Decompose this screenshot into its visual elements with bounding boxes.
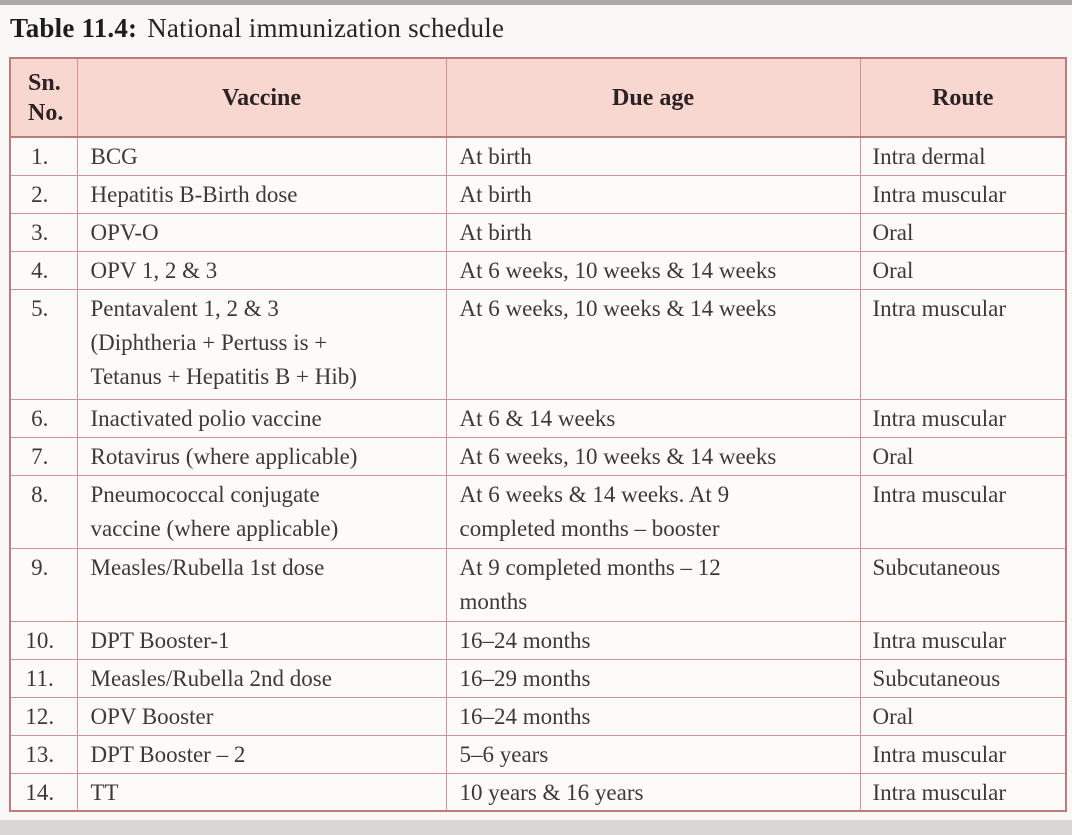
cell-vaccine: Pentavalent 1, 2 & 3 (Diphtheria + Pertu… — [76, 288, 447, 400]
table-row: 10. DPT Booster-1 16–24 months Intra mus… — [9, 620, 1067, 660]
cell-vaccine: Pneumococcal conjugate vaccine (where ap… — [76, 474, 447, 549]
cell-route: Intra muscular — [859, 174, 1067, 214]
cell-sn: 2. — [9, 174, 78, 214]
cell-route: Intra muscular — [859, 772, 1067, 812]
cell-vaccine: OPV Booster — [76, 696, 447, 736]
cell-route: Intra muscular — [859, 288, 1067, 400]
table-row: 1. BCG At birth Intra dermal — [9, 136, 1067, 176]
column-header-sn-no: Sn. No. — [9, 57, 78, 138]
cell-sn: 4. — [9, 250, 78, 290]
table-row: 8. Pneumococcal conjugate vaccine (where… — [9, 474, 1067, 549]
cell-sn: 5. — [9, 288, 78, 400]
cell-due-age: At 6 & 14 weeks — [445, 398, 861, 438]
cell-route: Intra muscular — [859, 398, 1067, 438]
immunization-schedule-table: Sn. No. Vaccine Due age Route 1. BCG At … — [9, 57, 1067, 812]
cell-due-age: 10 years & 16 years — [445, 772, 861, 812]
column-header-vaccine: Vaccine — [76, 57, 447, 138]
cell-vaccine: Inactivated polio vaccine — [76, 398, 447, 438]
table-row: 3. OPV-O At birth Oral — [9, 212, 1067, 252]
cell-vaccine: BCG — [76, 136, 447, 176]
table-row: 2. Hepatitis B-Birth dose At birth Intra… — [9, 174, 1067, 214]
cell-route: Oral — [859, 212, 1067, 252]
cell-due-age: 5–6 years — [445, 734, 861, 774]
cell-due-age: At birth — [445, 212, 861, 252]
page-title: Table 11.4: National immunization schedul… — [10, 13, 504, 44]
cell-vaccine: Measles/Rubella 2nd dose — [76, 658, 447, 698]
cell-route: Intra muscular — [859, 734, 1067, 774]
cell-due-age: At 6 weeks, 10 weeks & 14 weeks — [445, 250, 861, 290]
cell-due-age: At birth — [445, 136, 861, 176]
table-row: 7. Rotavirus (where applicable) At 6 wee… — [9, 436, 1067, 476]
cell-sn: 12. — [9, 696, 78, 736]
column-header-due-age: Due age — [445, 57, 861, 138]
cell-route: Intra dermal — [859, 136, 1067, 176]
cell-due-age: 16–29 months — [445, 658, 861, 698]
cell-sn: 14. — [9, 772, 78, 812]
cell-vaccine: DPT Booster – 2 — [76, 734, 447, 774]
cell-sn: 11. — [9, 658, 78, 698]
table-row: 4. OPV 1, 2 & 3 At 6 weeks, 10 weeks & 1… — [9, 250, 1067, 290]
table-row: 11. Measles/Rubella 2nd dose 16–29 month… — [9, 658, 1067, 698]
cell-due-age: At birth — [445, 174, 861, 214]
cell-sn: 3. — [9, 212, 78, 252]
header-row: Sn. No. Vaccine Due age Route — [9, 57, 1067, 138]
cell-route: Intra muscular — [859, 474, 1067, 549]
cell-vaccine: TT — [76, 772, 447, 812]
cell-route: Subcutaneous — [859, 658, 1067, 698]
table-title-text: National immunization schedule — [147, 13, 505, 43]
cell-due-age: At 6 weeks, 10 weeks & 14 weeks — [445, 288, 861, 400]
cell-route: Oral — [859, 696, 1067, 736]
table-row: 9. Measles/Rubella 1st dose At 9 complet… — [9, 547, 1067, 622]
cell-sn: 7. — [9, 436, 78, 476]
cell-sn: 9. — [9, 547, 78, 622]
cell-due-age: 16–24 months — [445, 696, 861, 736]
cell-sn: 6. — [9, 398, 78, 438]
table-row: 5. Pentavalent 1, 2 & 3 (Diphtheria + Pe… — [9, 288, 1067, 400]
cell-vaccine: OPV 1, 2 & 3 — [76, 250, 447, 290]
scan-edge-bottom — [0, 820, 1072, 835]
scan-edge-top — [0, 0, 1072, 5]
column-header-route: Route — [859, 57, 1067, 138]
cell-route: Oral — [859, 436, 1067, 476]
cell-due-age: At 6 weeks & 14 weeks. At 9 completed mo… — [445, 474, 861, 549]
cell-vaccine: Rotavirus (where applicable) — [76, 436, 447, 476]
cell-sn: 13. — [9, 734, 78, 774]
cell-vaccine: Measles/Rubella 1st dose — [76, 547, 447, 622]
table-number-label: Table 11.4: — [10, 13, 138, 43]
cell-route: Subcutaneous — [859, 547, 1067, 622]
cell-route: Oral — [859, 250, 1067, 290]
cell-route: Intra muscular — [859, 620, 1067, 660]
cell-due-age: At 6 weeks, 10 weeks & 14 weeks — [445, 436, 861, 476]
table-row: 14. TT 10 years & 16 years Intra muscula… — [9, 772, 1067, 812]
cell-sn: 10. — [9, 620, 78, 660]
table-row: 13. DPT Booster – 2 5–6 years Intra musc… — [9, 734, 1067, 774]
table-row: 6. Inactivated polio vaccine At 6 & 14 w… — [9, 398, 1067, 438]
cell-sn: 1. — [9, 136, 78, 176]
cell-vaccine: OPV-O — [76, 212, 447, 252]
cell-due-age: 16–24 months — [445, 620, 861, 660]
cell-sn: 8. — [9, 474, 78, 549]
cell-vaccine: Hepatitis B-Birth dose — [76, 174, 447, 214]
cell-vaccine: DPT Booster-1 — [76, 620, 447, 660]
table-row: 12. OPV Booster 16–24 months Oral — [9, 696, 1067, 736]
cell-due-age: At 9 completed months – 12 months — [445, 547, 861, 622]
